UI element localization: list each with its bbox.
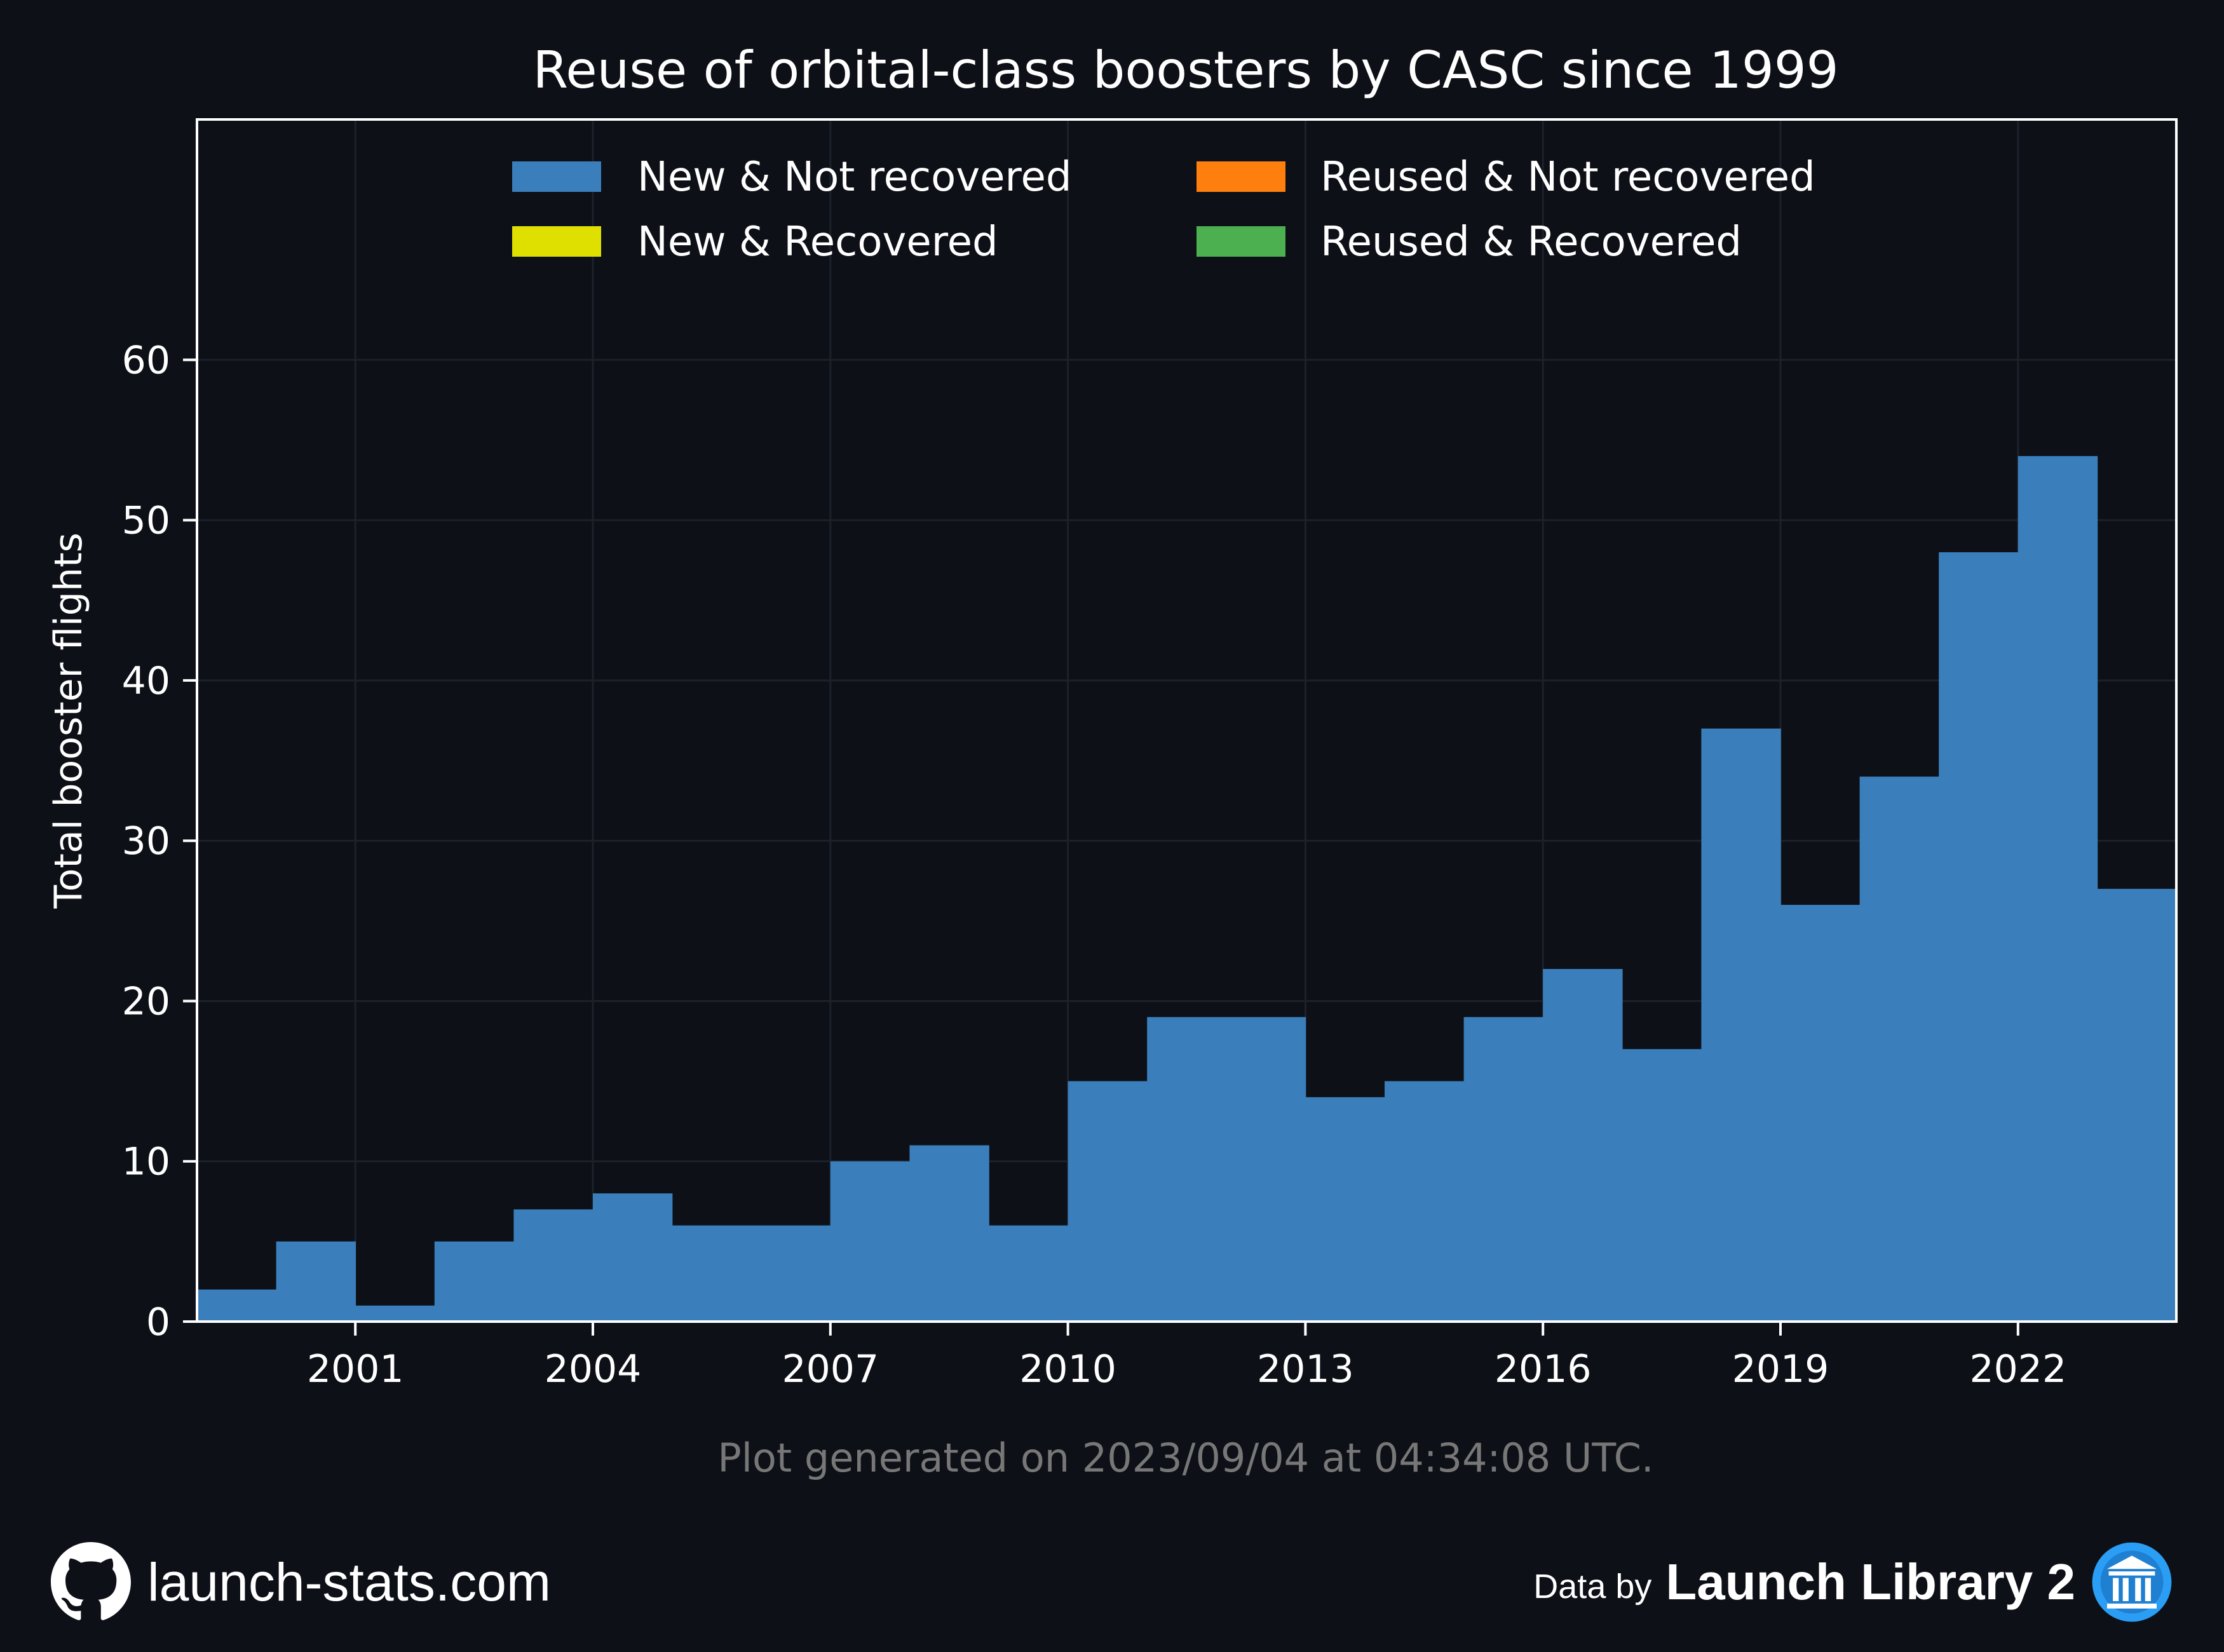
x-axis: 2001 2004 2007 2010 2013 2016 2019 2022 [307, 1322, 2066, 1391]
x-tick-label: 2007 [782, 1347, 879, 1391]
bar [1622, 1049, 1702, 1322]
bars [197, 456, 2177, 1322]
bar [672, 1225, 752, 1322]
footer-credit: Data by Launch Library 2 [1533, 1538, 2173, 1627]
bar [1385, 1081, 1465, 1322]
bar [2017, 456, 2098, 1322]
bar [1147, 1017, 1227, 1322]
x-tick-label: 2016 [1495, 1347, 1592, 1391]
plot-frame [196, 118, 2178, 1323]
y-axis-label: Total booster flights [46, 532, 91, 909]
legend-swatch [1197, 226, 1285, 257]
bar [909, 1145, 989, 1322]
legend-swatch [512, 161, 601, 192]
y-tick-label: 60 [122, 338, 170, 383]
x-tick-label: 2010 [1019, 1347, 1116, 1391]
x-tick-label: 2019 [1732, 1347, 1829, 1391]
legend-label: Reused & Recovered [1320, 219, 1742, 266]
site-link[interactable]: launch-stats.com [147, 1552, 551, 1612]
x-tick-label: 2022 [1969, 1347, 2066, 1391]
chart-title: Reuse of orbital-class boosters by CASC … [532, 41, 1838, 100]
bar [434, 1241, 515, 1322]
brand-name[interactable]: Launch Library 2 [1665, 1554, 2075, 1610]
x-tick-label: 2013 [1257, 1347, 1354, 1391]
bar [1226, 1017, 1306, 1322]
legend-label: New & Recovered [637, 219, 998, 266]
bar [1463, 1017, 1543, 1322]
bar [1305, 1097, 1385, 1322]
bar [1939, 552, 2019, 1322]
x-tick-label: 2004 [545, 1347, 642, 1391]
bar [593, 1193, 673, 1322]
bar [1068, 1081, 1148, 1322]
y-tick-label: 20 [122, 979, 170, 1024]
legend-swatch [1197, 161, 1285, 192]
footer-site[interactable]: launch-stats.com [51, 1541, 551, 1623]
legend-label: New & Not recovered [637, 154, 1071, 201]
bar [2097, 888, 2177, 1322]
bar [751, 1225, 831, 1322]
y-tick-label: 30 [122, 819, 170, 863]
data-by-label: Data by [1533, 1567, 1652, 1606]
y-axis: 0 10 20 30 40 50 60 [122, 338, 197, 1344]
bar [197, 1289, 277, 1322]
bar [1859, 776, 1939, 1322]
y-tick-label: 0 [146, 1300, 170, 1344]
bar [830, 1161, 911, 1322]
y-tick-label: 10 [122, 1140, 170, 1184]
bar [276, 1241, 356, 1322]
legend: New & Not recovered New & Recovered Reused… [512, 154, 1815, 266]
bar [1543, 969, 1623, 1322]
y-tick-label: 50 [122, 499, 170, 543]
y-tick-label: 40 [122, 659, 170, 703]
legend-swatch [512, 226, 601, 257]
x-tick-label: 2001 [307, 1347, 404, 1391]
bar [355, 1305, 435, 1322]
bar [1780, 905, 1861, 1322]
launch-library-logo-icon [2092, 1542, 2172, 1622]
footnote: Plot generated on 2023/09/04 at 04:34:08… [717, 1435, 1653, 1481]
legend-label: Reused & Not recovered [1320, 154, 1815, 201]
bar [989, 1225, 1069, 1322]
bar [513, 1209, 593, 1322]
github-icon [51, 1542, 131, 1620]
bar [1701, 728, 1781, 1322]
